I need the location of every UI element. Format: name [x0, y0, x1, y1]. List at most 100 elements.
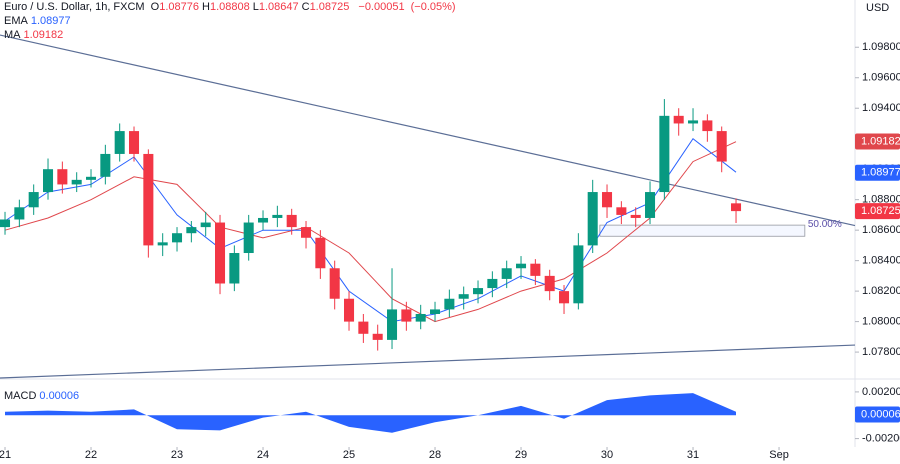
- legend-value: 1.09182: [23, 29, 64, 41]
- candle-body: [258, 217, 269, 223]
- legend-name: EMA: [4, 15, 28, 27]
- candle-body: [243, 222, 254, 254]
- candle-body: [659, 115, 670, 193]
- y-tick-label: 1.08200: [862, 285, 900, 297]
- y-tick-label: 1.09400: [862, 102, 900, 114]
- ohlc-key: H: [202, 1, 210, 13]
- candle-body: [301, 227, 312, 238]
- ma-line: [4, 141, 737, 323]
- candle-body: [0, 219, 11, 228]
- x-tick-label: 29: [515, 449, 527, 461]
- candle-body: [358, 321, 369, 334]
- candle-body: [286, 214, 297, 228]
- change: −0.00051: [358, 1, 405, 13]
- candle-body: [673, 115, 684, 124]
- x-tick-label: Sep: [769, 449, 789, 461]
- candle-body: [329, 268, 340, 299]
- symbol-title: Euro / U.S. Dollar, 1h, FXCM: [4, 1, 145, 13]
- candle-body: [129, 131, 140, 154]
- x-tick-label: 23: [171, 449, 183, 461]
- candle-body: [387, 309, 398, 340]
- legend-value: 1.08977: [30, 15, 71, 27]
- candle-body: [215, 222, 226, 284]
- candle-body: [114, 131, 125, 154]
- ohlc-value: 1.08725: [309, 1, 350, 13]
- candle-body: [86, 176, 97, 180]
- candle-body: [501, 268, 512, 279]
- x-tick-label: 28: [429, 449, 441, 461]
- price-badge-label: 1.09182: [861, 135, 900, 147]
- price-badge: [855, 164, 900, 181]
- price-badge-label: 1.08977: [861, 167, 900, 179]
- ohlc-value: 1.08776: [159, 1, 199, 13]
- y-tick-label: 1.07800: [862, 346, 900, 358]
- candle-body: [473, 288, 484, 295]
- x-tick-label: 22: [85, 449, 97, 461]
- candle-body: [573, 245, 584, 304]
- candle-body: [444, 298, 455, 310]
- candle-body: [616, 207, 627, 215]
- x-tick-label: 31: [687, 449, 699, 461]
- ohlc: O1.08776 H1.08808 L1.08647 C1.08725: [151, 1, 353, 13]
- candle-body: [630, 214, 641, 218]
- legend-name: MA: [4, 29, 21, 41]
- y-tick-label: 1.08800: [862, 194, 900, 206]
- legend-value: 0.00006: [39, 390, 80, 402]
- candle-body: [14, 207, 25, 220]
- candle-body: [71, 179, 82, 185]
- candle-body: [530, 263, 541, 276]
- change-pct: (−0.05%): [410, 1, 456, 13]
- candle-body: [559, 291, 570, 304]
- ema-line: [4, 137, 737, 323]
- y-tick-label: 1.08000: [862, 316, 900, 328]
- candle-body: [587, 192, 598, 246]
- ohlc-key: O: [150, 1, 160, 13]
- candle-body: [487, 278, 498, 289]
- candle-body: [458, 294, 469, 299]
- fib-label: 50.00%: [808, 219, 842, 230]
- y-tick-label: 1.08600: [862, 224, 900, 236]
- x-tick-label: 25: [343, 449, 355, 461]
- candle-body: [172, 233, 183, 243]
- y-tick-label: 1.09600: [862, 72, 900, 84]
- candle-body: [186, 227, 197, 234]
- candle-body: [415, 313, 426, 322]
- trendline: [0, 34, 856, 227]
- ohlc-key: C: [301, 1, 310, 13]
- candle-body: [229, 253, 240, 284]
- legend-name: MACD: [4, 390, 37, 402]
- ohlc-key: L: [252, 1, 259, 13]
- y-tick-label: 0.00200: [862, 386, 900, 398]
- candle-body: [602, 192, 613, 208]
- candle-body: [157, 242, 168, 246]
- macd-legend: MACD 0.00006: [4, 390, 82, 402]
- ma-legend: MA 1.09182: [4, 29, 66, 41]
- price-badge: [855, 406, 900, 423]
- candle-body: [516, 263, 527, 269]
- candle-body: [100, 153, 111, 177]
- ohlc-value: 1.08808: [209, 1, 250, 13]
- y-tick-label: 1.08400: [862, 255, 900, 267]
- candle-body: [544, 275, 555, 292]
- ohlc-value: 1.08647: [258, 1, 299, 13]
- candle-body: [200, 222, 211, 228]
- candle-body: [372, 333, 383, 340]
- candle-body: [688, 120, 699, 124]
- y-tick-label: -0.00200: [862, 433, 900, 445]
- candle-body: [731, 203, 742, 212]
- trendline: [0, 344, 856, 379]
- candle-body: [344, 298, 355, 322]
- candle-body: [645, 192, 656, 218]
- price-badge-label: 1.08725: [861, 205, 900, 217]
- x-tick-label: 24: [257, 449, 269, 461]
- price-badge-label: 0.00006: [861, 408, 900, 420]
- price-badge: [855, 133, 900, 150]
- candle-body: [143, 153, 154, 246]
- candle-body: [57, 169, 68, 185]
- candle-body: [43, 169, 54, 193]
- currency-label: USD: [866, 2, 889, 14]
- ema-legend: EMA 1.08977: [4, 15, 74, 27]
- fib-box: [599, 224, 806, 237]
- candle-body: [430, 309, 441, 314]
